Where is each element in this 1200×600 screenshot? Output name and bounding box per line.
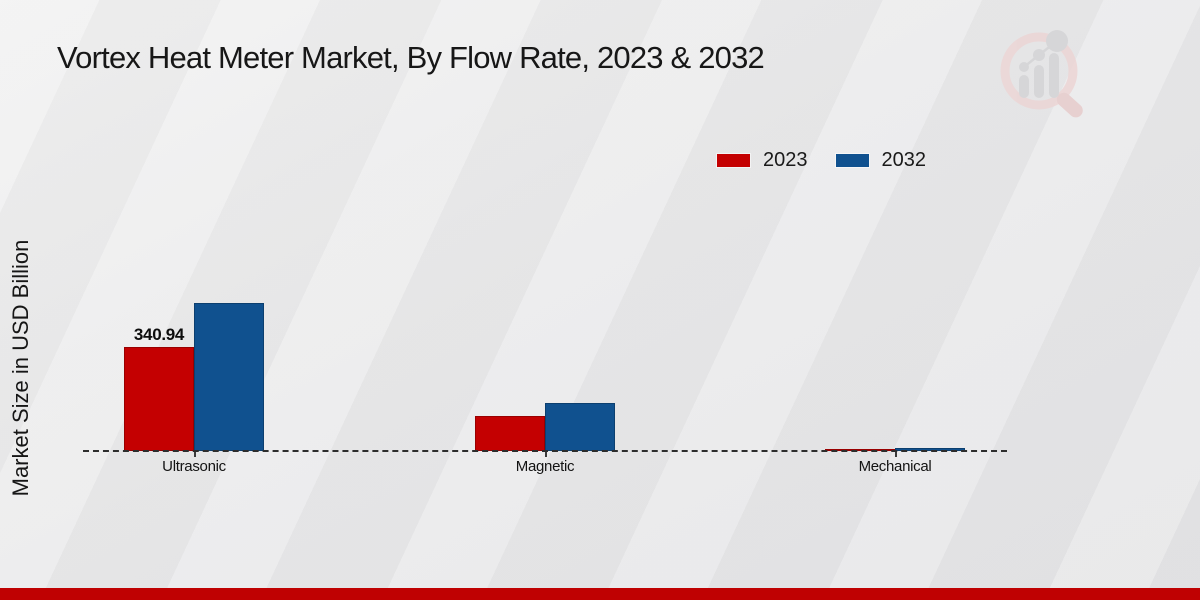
chart-title: Vortex Heat Meter Market, By Flow Rate, … (57, 40, 765, 75)
legend-item-2032: 2032 (835, 149, 927, 172)
axis-tick (194, 452, 196, 457)
bar-magnetic-2032 (545, 403, 615, 451)
legend-label: 2032 (881, 149, 927, 171)
legend-swatch-2032 (835, 154, 869, 167)
value-label: 340.94 (133, 325, 185, 344)
category-label-ultrasonic: Ultrasonic (162, 458, 226, 475)
x-axis-baseline (83, 450, 1007, 452)
axis-tick (545, 452, 547, 457)
bar-ultrasonic-2032 (194, 303, 264, 451)
footer-stripe (0, 588, 1200, 600)
legend-label: 2023 (763, 149, 808, 171)
bar-ultrasonic-2023 (124, 347, 194, 451)
legend: 2023 2032 (717, 149, 926, 172)
axis-tick (895, 452, 897, 457)
category-label-mechanical: Mechanical (858, 458, 932, 475)
market-research-logo-icon (993, 26, 1093, 125)
legend-item-2023: 2023 (717, 149, 808, 172)
bar-magnetic-2023 (475, 415, 545, 451)
legend-swatch-2023 (717, 154, 750, 167)
category-label-magnetic: Magnetic (515, 458, 575, 475)
